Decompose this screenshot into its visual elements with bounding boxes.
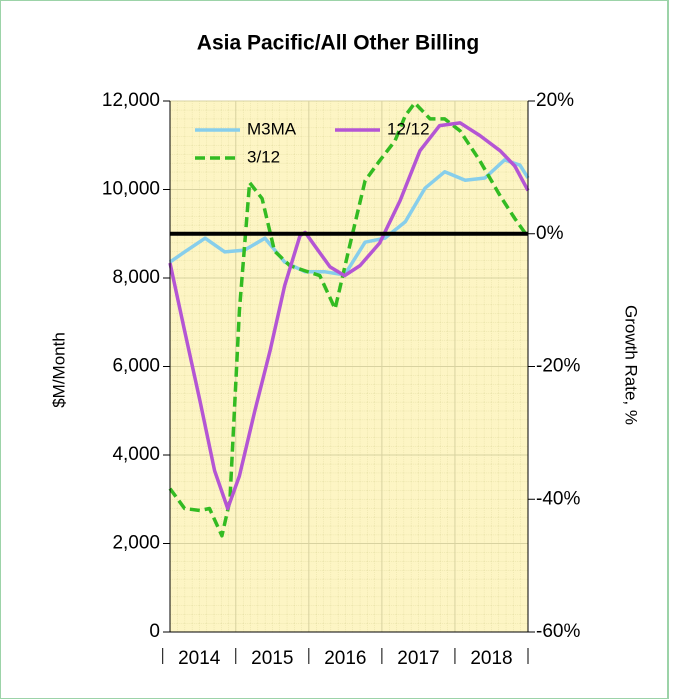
y-tick-label: 6,000 <box>112 356 160 377</box>
x-tick-label: 2017 <box>397 648 439 669</box>
x-tick-label: 2018 <box>470 648 512 669</box>
y2-tick-label: 0% <box>536 223 564 244</box>
y-tick-label: 10,000 <box>102 179 160 200</box>
y-tick-label: 12,000 <box>102 90 160 111</box>
lines <box>168 101 530 538</box>
series-line <box>168 158 530 277</box>
chart-title: Asia Pacific/All Other Billing <box>197 32 479 55</box>
legend-label: 12/12 <box>387 119 430 138</box>
y-tick-label: 4,000 <box>112 444 160 465</box>
series-line <box>168 101 530 538</box>
x-tick-label: 2015 <box>251 648 293 669</box>
x-tick-label: 2016 <box>324 648 366 669</box>
y2-axis-label: Growth Rate, % <box>622 305 641 425</box>
y-tick-label: 8,000 <box>112 267 160 288</box>
legend-label: M3MA <box>247 119 297 138</box>
y-tick-label: 0 <box>149 621 160 642</box>
axes: 0 2,000 4,000 6,000 8,000 10,000 12,000 -60% -40… <box>102 90 581 669</box>
y2-tick-label: 20% <box>536 90 574 111</box>
series-line <box>168 121 530 511</box>
y-tick-label: 2,000 <box>112 533 160 554</box>
y2-tick-label: -60% <box>536 621 580 642</box>
x-tick-label: 2014 <box>178 648 221 669</box>
y2-tick-label: -20% <box>536 356 580 377</box>
legend-label: 3/12 <box>247 147 280 166</box>
y-axis-label: $M/Month <box>49 332 68 408</box>
y2-tick-label: -40% <box>536 488 580 509</box>
